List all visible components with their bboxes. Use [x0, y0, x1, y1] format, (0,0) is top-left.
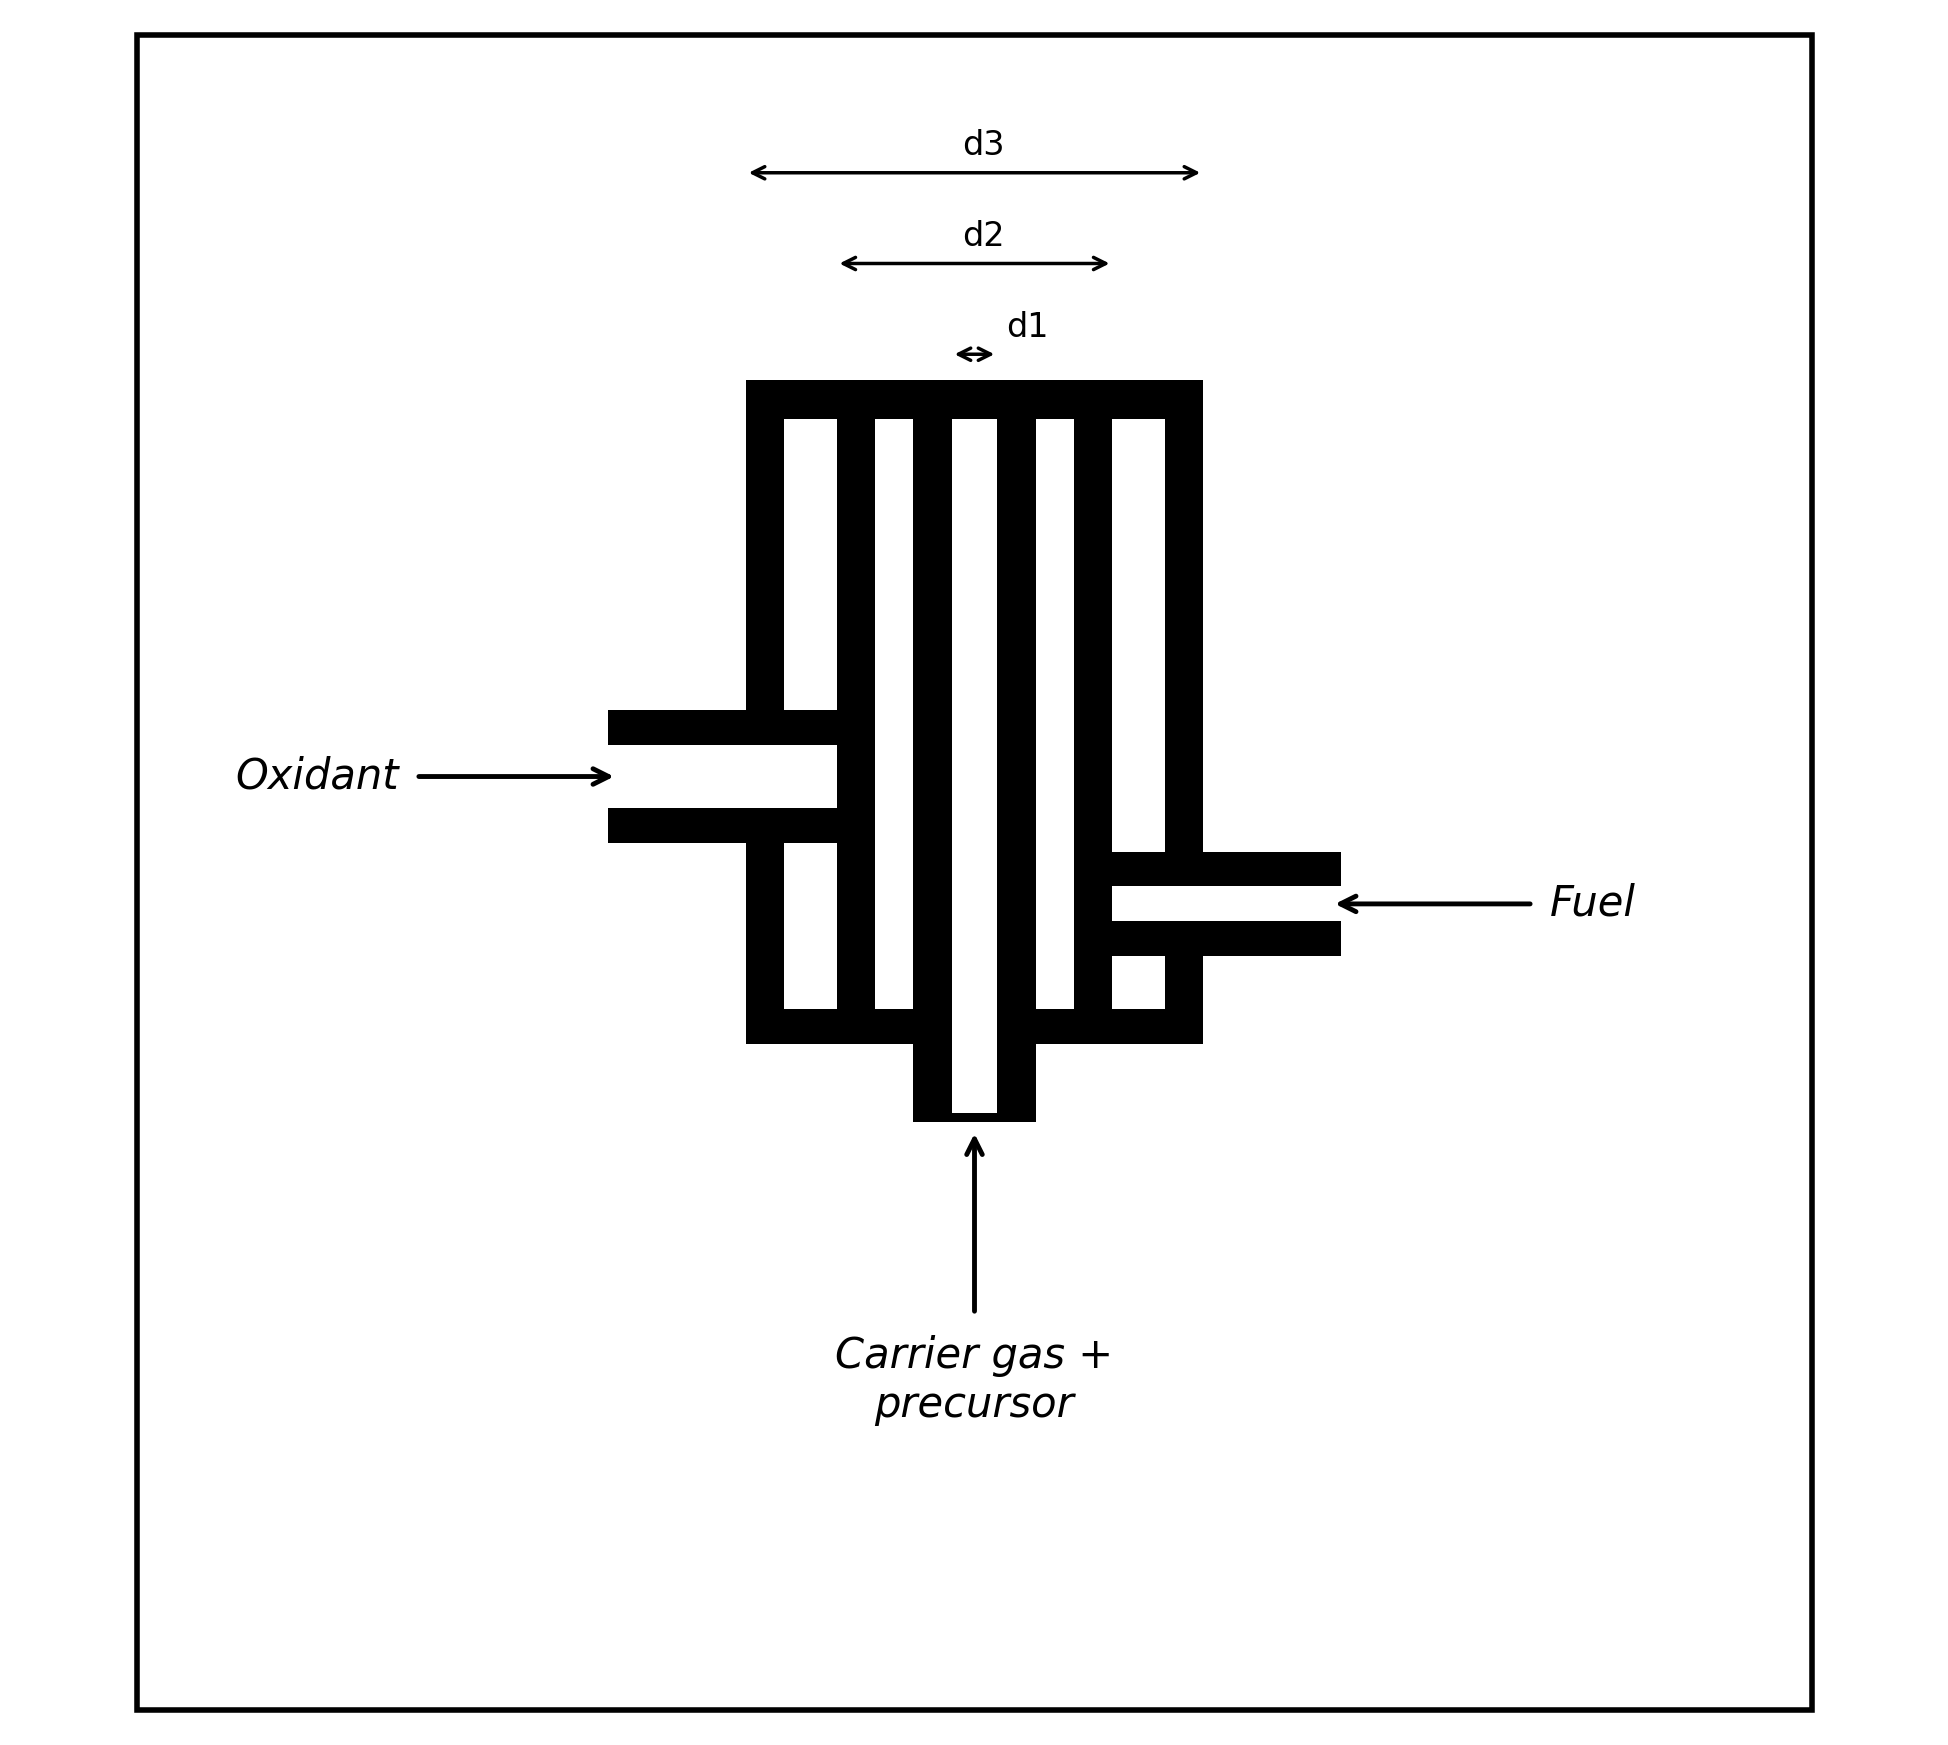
Text: Carrier gas +
precursor: Carrier gas + precursor: [836, 1335, 1112, 1426]
Bar: [1073, 710, 1112, 843]
Bar: [1165, 419, 1202, 710]
Bar: [783, 710, 836, 745]
Bar: [1112, 852, 1165, 886]
Bar: [1073, 956, 1112, 1009]
Bar: [783, 808, 836, 843]
Bar: [1165, 852, 1340, 886]
Bar: [1165, 843, 1202, 852]
Bar: [914, 710, 951, 843]
Bar: [997, 956, 1034, 1009]
Text: Fuel: Fuel: [1549, 883, 1636, 925]
Bar: [608, 710, 783, 745]
Text: Oxidant: Oxidant: [236, 756, 399, 797]
Bar: [608, 808, 783, 843]
Bar: [836, 419, 875, 710]
Bar: [1073, 419, 1112, 710]
Bar: [997, 419, 1034, 710]
Bar: [997, 1044, 1034, 1113]
Bar: [997, 843, 1034, 852]
Bar: [914, 1113, 1034, 1122]
Bar: [914, 419, 951, 710]
Bar: [746, 843, 783, 852]
Bar: [997, 852, 1034, 956]
Bar: [1165, 710, 1202, 843]
Bar: [997, 710, 1034, 843]
Bar: [914, 1044, 951, 1113]
Bar: [914, 852, 951, 956]
Bar: [1112, 921, 1165, 956]
Bar: [1073, 843, 1112, 852]
Bar: [746, 419, 783, 710]
Text: d3: d3: [962, 129, 1003, 162]
Bar: [836, 710, 875, 843]
Bar: [914, 843, 951, 852]
Bar: [1165, 921, 1340, 956]
Bar: [1073, 852, 1112, 956]
Text: d1: d1: [1005, 311, 1048, 344]
Bar: [836, 956, 875, 1009]
Bar: [914, 956, 951, 1009]
Bar: [746, 380, 1202, 419]
Bar: [746, 1009, 951, 1044]
Bar: [746, 956, 783, 1009]
Bar: [746, 852, 783, 956]
Bar: [997, 1009, 1202, 1044]
Bar: [836, 843, 875, 852]
Text: d2: d2: [962, 220, 1003, 253]
Bar: [1165, 956, 1202, 1009]
Bar: [836, 852, 875, 956]
